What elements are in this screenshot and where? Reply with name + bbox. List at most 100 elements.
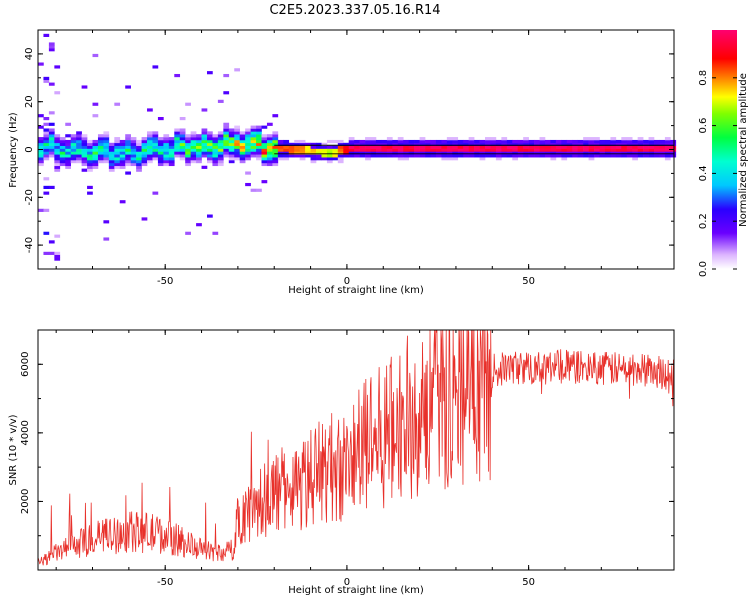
spectrogram-cell	[408, 148, 415, 152]
spectrogram-cell	[54, 151, 61, 155]
spectrogram-cell	[550, 142, 557, 146]
x-tick-label: 0	[344, 276, 350, 287]
spectrogram-cell	[326, 160, 333, 164]
spectrogram-cell	[474, 139, 480, 144]
spectrogram-cell	[245, 142, 251, 146]
spectrogram-cell	[97, 148, 104, 152]
spectrogram-cell	[103, 237, 110, 241]
spectrogram-cell	[632, 142, 638, 146]
spectrogram-cell	[92, 102, 99, 106]
spectrogram-cell	[463, 148, 469, 152]
spectrogram-cell	[670, 151, 677, 155]
spectrogram-cell	[561, 139, 568, 144]
spectrogram-cell	[65, 122, 72, 126]
spectrogram-cell	[92, 148, 99, 152]
spectrogram-cell	[168, 142, 175, 146]
spectrogram-cell	[283, 145, 290, 149]
spectrogram-cell	[261, 160, 268, 164]
spectrogram-cell	[637, 145, 644, 149]
spectrogram-cell	[326, 154, 333, 158]
spectrogram-cell	[217, 134, 224, 138]
spectrogram-cell	[201, 128, 208, 132]
spectrogram-cell	[266, 145, 273, 149]
spectrogram-cell	[588, 137, 595, 141]
spectrogram-cell	[217, 151, 224, 155]
spectrogram-cell	[256, 188, 262, 192]
spectrogram-cell	[534, 145, 540, 149]
spectrogram-cell	[168, 151, 175, 155]
spectrogram-cell	[157, 142, 164, 146]
spectrogram-cell	[223, 128, 230, 132]
spectrogram-cell	[97, 139, 104, 144]
spectrogram-cell	[206, 154, 213, 158]
spectrogram-cell	[414, 145, 420, 149]
spectrogram-cell	[54, 165, 61, 169]
spectrogram-cell	[261, 154, 268, 158]
spectrogram-cell	[446, 142, 453, 146]
spectrogram-cell	[599, 148, 606, 152]
spectrogram-cell	[119, 139, 126, 144]
spectrogram-cell	[386, 137, 393, 141]
spectrogram-cell	[365, 151, 371, 155]
spectrogram-cell	[43, 142, 50, 146]
spectrogram-cell	[87, 160, 93, 164]
spectrogram-cell	[403, 142, 409, 146]
spectrogram-cell	[495, 157, 502, 161]
spectrogram-cell	[174, 148, 181, 152]
spectrogram-cell	[81, 145, 88, 149]
spectrogram-cell	[386, 148, 393, 152]
spectrogram-cell	[163, 139, 170, 144]
spectrogram-cell	[92, 157, 99, 161]
spectrogram-cell	[163, 160, 170, 164]
spectrogram-cell	[288, 145, 295, 149]
spectrogram-cell	[217, 131, 224, 135]
spectrogram-cell	[256, 125, 262, 129]
spectrogram-cell	[48, 148, 55, 152]
spectrogram-cell	[392, 151, 399, 155]
spectrogram-cell	[468, 142, 475, 146]
spectrogram-cell	[147, 154, 153, 158]
spectrogram-cell	[408, 145, 415, 149]
spectrogram-cell	[87, 151, 93, 155]
spectrogram-cell	[305, 154, 311, 158]
spectrogram-cell	[664, 157, 671, 161]
spectrogram-cell	[637, 137, 644, 141]
spectrogram-cell	[87, 165, 93, 169]
spectrogram-cell	[217, 137, 224, 141]
spectrogram-cell	[119, 157, 126, 161]
spectrogram-cell	[38, 62, 44, 66]
spectrogram-cell	[65, 142, 72, 146]
spectrogram-cell	[632, 139, 638, 144]
spectrogram-cell	[108, 154, 115, 158]
spectrogram-cell	[256, 145, 262, 149]
spectrogram-cell	[539, 148, 546, 152]
spectrogram-cell	[643, 145, 649, 149]
spectrogram-cell	[234, 137, 241, 141]
spectrogram-cell	[168, 148, 175, 152]
spectrogram-cell	[245, 128, 251, 132]
spectrogram-cell	[452, 137, 459, 141]
spectrogram-cell	[70, 142, 77, 146]
spectrogram-cell	[610, 151, 617, 155]
spectrogram-cell	[48, 42, 55, 46]
colorbar-tick-label: 0.2	[698, 213, 709, 229]
spectrogram-cell	[212, 157, 219, 161]
y-tick-label: 6000	[20, 352, 31, 377]
spectrogram-cell	[103, 148, 110, 152]
spectrogram-cell	[103, 160, 110, 164]
spectrogram-cell	[174, 73, 181, 78]
spectrogram-cell	[54, 145, 61, 149]
spectrogram-cell	[392, 145, 399, 149]
spectrogram-cell	[114, 142, 121, 146]
spectrogram-cell	[43, 33, 50, 37]
spectrogram-cell	[375, 139, 382, 144]
spectrogram-cell	[87, 139, 93, 144]
spectrogram-cell	[266, 157, 273, 161]
spectrogram-cell	[179, 151, 186, 155]
spectrogram-cell	[81, 148, 88, 152]
spectrogram-cell	[147, 139, 153, 144]
spectrogram-cell	[474, 151, 480, 155]
spectrogram-cell	[359, 148, 366, 152]
spectrogram-cell	[92, 139, 99, 144]
spectrogram-cell	[239, 142, 246, 146]
